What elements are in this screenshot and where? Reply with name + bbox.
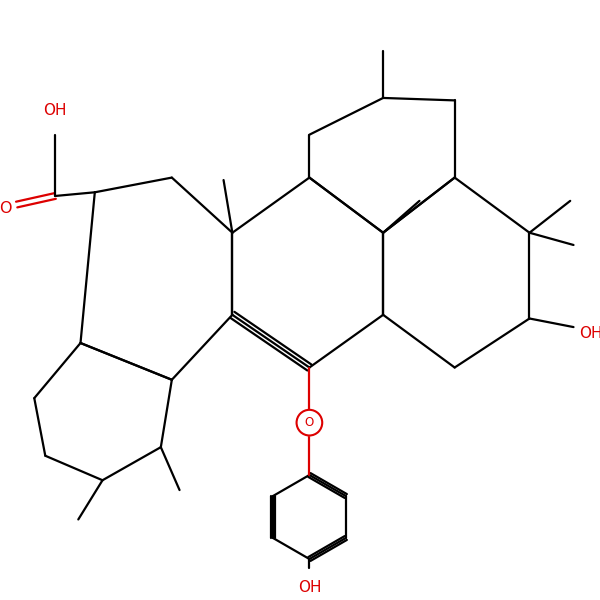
Text: OH: OH — [298, 580, 321, 595]
Text: O: O — [305, 416, 314, 429]
Text: OH: OH — [43, 103, 67, 118]
Text: O: O — [0, 201, 12, 216]
Text: OH: OH — [580, 326, 600, 341]
Circle shape — [296, 410, 322, 436]
